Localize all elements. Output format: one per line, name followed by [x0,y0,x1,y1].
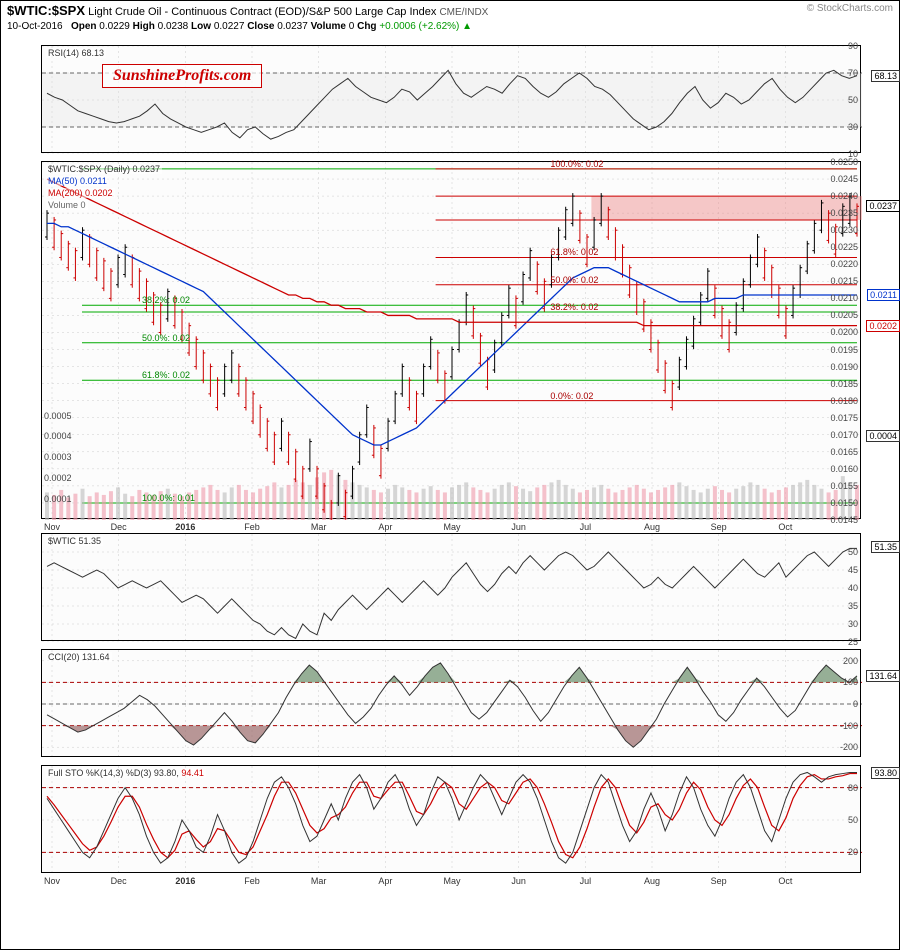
exchange: CME/INDX [439,7,488,18]
month-label: Sep [711,522,727,532]
panel-legend: CCI(20) 131.64 [46,652,112,662]
panel-legend: $WTIC 51.35 [46,536,103,546]
month-label: Mar [311,876,327,886]
month-label: Nov [44,876,60,886]
month-label: Jun [511,522,526,532]
end-value-label: 51.35 [871,541,900,553]
month-label: Sep [711,876,727,886]
month-label: Feb [244,522,260,532]
month-label: May [443,876,460,886]
month-label: Dec [111,876,127,886]
price-legend: Volume 0 [46,200,88,210]
panel-legend: RSI(14) 68.13 [46,48,106,58]
end-value-label: 93.80 [871,767,900,779]
up-arrow-icon: ▲ [462,21,472,32]
month-label: Apr [378,522,392,532]
price-legend: $WTIC:$SPX (Daily) 0.0237 [46,164,162,174]
panel-legend: Full STO %K(14,3) %D(3) 93.80, 94.41 [46,768,206,778]
end-value-label: 0.0211 [867,289,900,301]
end-value-label: 0.0202 [866,320,900,332]
month-label: Jun [511,876,526,886]
month-label: Oct [778,876,792,886]
cci-panel: 2001000-100-200CCI(20) 131.64131.64 [41,649,861,757]
month-label: Jul [580,522,592,532]
month-label: Apr [378,876,392,886]
chart-header: © StockCharts.com $WTIC:$SPX Light Crude… [1,1,899,20]
wtic-panel: 504540353025$WTIC 51.3551.35 [41,533,861,641]
watermark: SunshineProfits.com [102,64,262,88]
end-value-label: 0.0237 [866,200,900,212]
price-legend: MA(200) 0.0202 [46,188,115,198]
month-label: 2016 [175,876,195,886]
chart-container: © StockCharts.com $WTIC:$SPX Light Crude… [0,0,900,950]
month-label: Jul [580,876,592,886]
source-label: © StockCharts.com [807,3,893,14]
month-label: Feb [244,876,260,886]
month-label: 2016 [175,522,195,532]
symbol: $WTIC:$SPX [7,3,85,18]
month-label: Oct [778,522,792,532]
stochastic-panel: NovDec2016FebMarAprMayJunJulAugSepOct805… [41,765,861,873]
chart-title: Light Crude Oil - Continuous Contract (E… [88,6,436,18]
price-legend: MA(50) 0.0211 [46,176,109,186]
month-label: Nov [44,522,60,532]
ohlc-bar: 10-Oct-2016 Open 0.0229 High 0.0238 Low … [1,20,899,33]
month-label: Dec [111,522,127,532]
date: 10-Oct-2016 [7,21,63,32]
price-panel: 0.02500.02450.02400.02350.02300.02250.02… [41,161,861,519]
month-label: May [443,522,460,532]
rsi-panel: 9070503010RSI(14) 68.1368.13SunshineProf… [41,45,861,153]
month-label: Aug [644,876,660,886]
end-value-label: 68.13 [871,70,900,82]
month-label: Aug [644,522,660,532]
end-value-label: 131.64 [866,670,900,682]
month-label: Mar [311,522,327,532]
